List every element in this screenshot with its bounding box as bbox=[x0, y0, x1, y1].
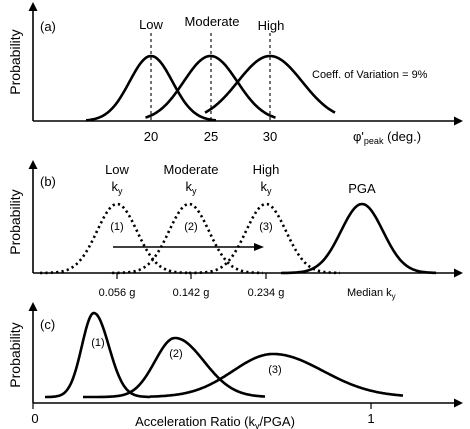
panel-b-label: (b) bbox=[40, 174, 56, 189]
panel-a-xlabel-unit: (deg.) bbox=[383, 129, 421, 144]
panel-c: Probability (c) (1) (2) (3) 0 1 Accelera… bbox=[7, 302, 463, 429]
panel-c-label: (c) bbox=[40, 317, 55, 332]
panel-a-annotation: Coeff. of Variation = 9% bbox=[312, 69, 428, 81]
panel-b-ky-label-3: ky bbox=[261, 179, 273, 196]
panel-c-curve-1 bbox=[45, 311, 150, 399]
panel-b-ky-label-2: ky bbox=[186, 179, 198, 196]
panel-a-curve-low bbox=[86, 54, 216, 122]
panel-a-series-label-moderate: Moderate bbox=[185, 14, 240, 29]
panel-c-x-arrow bbox=[454, 398, 463, 408]
panel-b-tick-label-2: 0.142 g bbox=[173, 287, 210, 299]
panel-b-curve-3 bbox=[188, 202, 340, 275]
panel-b-curve-2 bbox=[111, 202, 263, 275]
panel-a-tick-label-20: 20 bbox=[144, 129, 158, 144]
panel-b-x-arrow bbox=[454, 268, 463, 278]
panel-a-tick-label-25: 25 bbox=[204, 129, 218, 144]
panel-b-curve-label-3: (3) bbox=[259, 221, 272, 233]
panel-a-tick-label-30: 30 bbox=[263, 129, 277, 144]
panel-b-xlabel-sub: y bbox=[392, 292, 396, 301]
panel-b-curve-label-pga: PGA bbox=[348, 181, 376, 196]
panel-a-curve-high bbox=[204, 54, 336, 114]
panel-a-ylabel: Probability bbox=[7, 29, 23, 94]
panel-b-curve-label-1: (1) bbox=[110, 221, 123, 233]
panel-b-tick-label-1: 0.056 g bbox=[99, 287, 136, 299]
panel-b-curve-pga bbox=[281, 202, 437, 275]
panel-a-y-arrow bbox=[28, 2, 38, 11]
panel-c-curve-label-2: (2) bbox=[169, 348, 182, 360]
panel-c-y-arrow bbox=[28, 302, 38, 311]
panel-b: Probability (b) Low Moderate High ky ky … bbox=[7, 160, 463, 301]
panel-b-ky-label-1: ky bbox=[112, 179, 124, 196]
panel-b-y-arrow bbox=[28, 160, 38, 169]
panel-b-arrow-head bbox=[254, 243, 264, 251]
panel-b-ky-main-1: k bbox=[112, 179, 119, 194]
panel-b-ky-sub-1: y bbox=[118, 186, 123, 196]
panel-b-curve-1 bbox=[39, 202, 191, 275]
panel-c-xlabel: Acceleration Ratio (ky/PGA) bbox=[135, 414, 295, 429]
panel-c-ylabel: Probability bbox=[7, 322, 23, 387]
panel-b-ylabel: Probability bbox=[7, 189, 23, 254]
panel-a-label: (a) bbox=[40, 19, 56, 34]
panel-c-tick-label-1: 1 bbox=[367, 411, 374, 426]
panel-b-ky-main-3: k bbox=[261, 179, 268, 194]
panel-a: Probability (a) Low Moderate High Coeff.… bbox=[7, 2, 463, 146]
panel-b-ky-sub-3: y bbox=[267, 186, 272, 196]
panel-c-xlabel-end: /PGA) bbox=[260, 414, 295, 429]
panel-c-xlabel-sub: y bbox=[255, 421, 260, 429]
panel-b-ky-main-2: k bbox=[186, 179, 193, 194]
panel-c-tick-label-0: 0 bbox=[31, 411, 38, 426]
panel-c-xlabel-main: Acceleration Ratio (k bbox=[135, 414, 255, 429]
panel-c-curve-3 bbox=[150, 352, 403, 398]
panel-c-curve-label-1: (1) bbox=[91, 337, 104, 349]
panel-a-xlabel: φ'peak (deg.) bbox=[353, 129, 421, 146]
panel-c-curve-2 bbox=[83, 336, 265, 399]
panel-a-curve-moderate bbox=[145, 54, 276, 119]
panel-a-series-label-high: High bbox=[258, 18, 285, 33]
panel-b-top-label-3: High bbox=[253, 162, 280, 177]
panel-a-series-label-low: Low bbox=[139, 17, 163, 32]
panel-b-xlabel: Median ky bbox=[347, 287, 396, 301]
panel-b-top-label-2: Moderate bbox=[164, 162, 219, 177]
panel-b-xlabel-main: Median k bbox=[347, 287, 392, 299]
panel-b-ky-sub-2: y bbox=[192, 186, 197, 196]
panel-a-x-arrow bbox=[454, 116, 463, 126]
panel-b-tick-label-3: 0.234 g bbox=[248, 287, 285, 299]
panel-c-curve-label-3: (3) bbox=[268, 364, 281, 376]
panel-b-top-label-1: Low bbox=[105, 162, 129, 177]
panel-a-xlabel-sub: peak bbox=[364, 136, 384, 146]
panel-b-curve-label-2: (2) bbox=[184, 221, 197, 233]
panel-a-xlabel-main: φ' bbox=[353, 129, 364, 144]
